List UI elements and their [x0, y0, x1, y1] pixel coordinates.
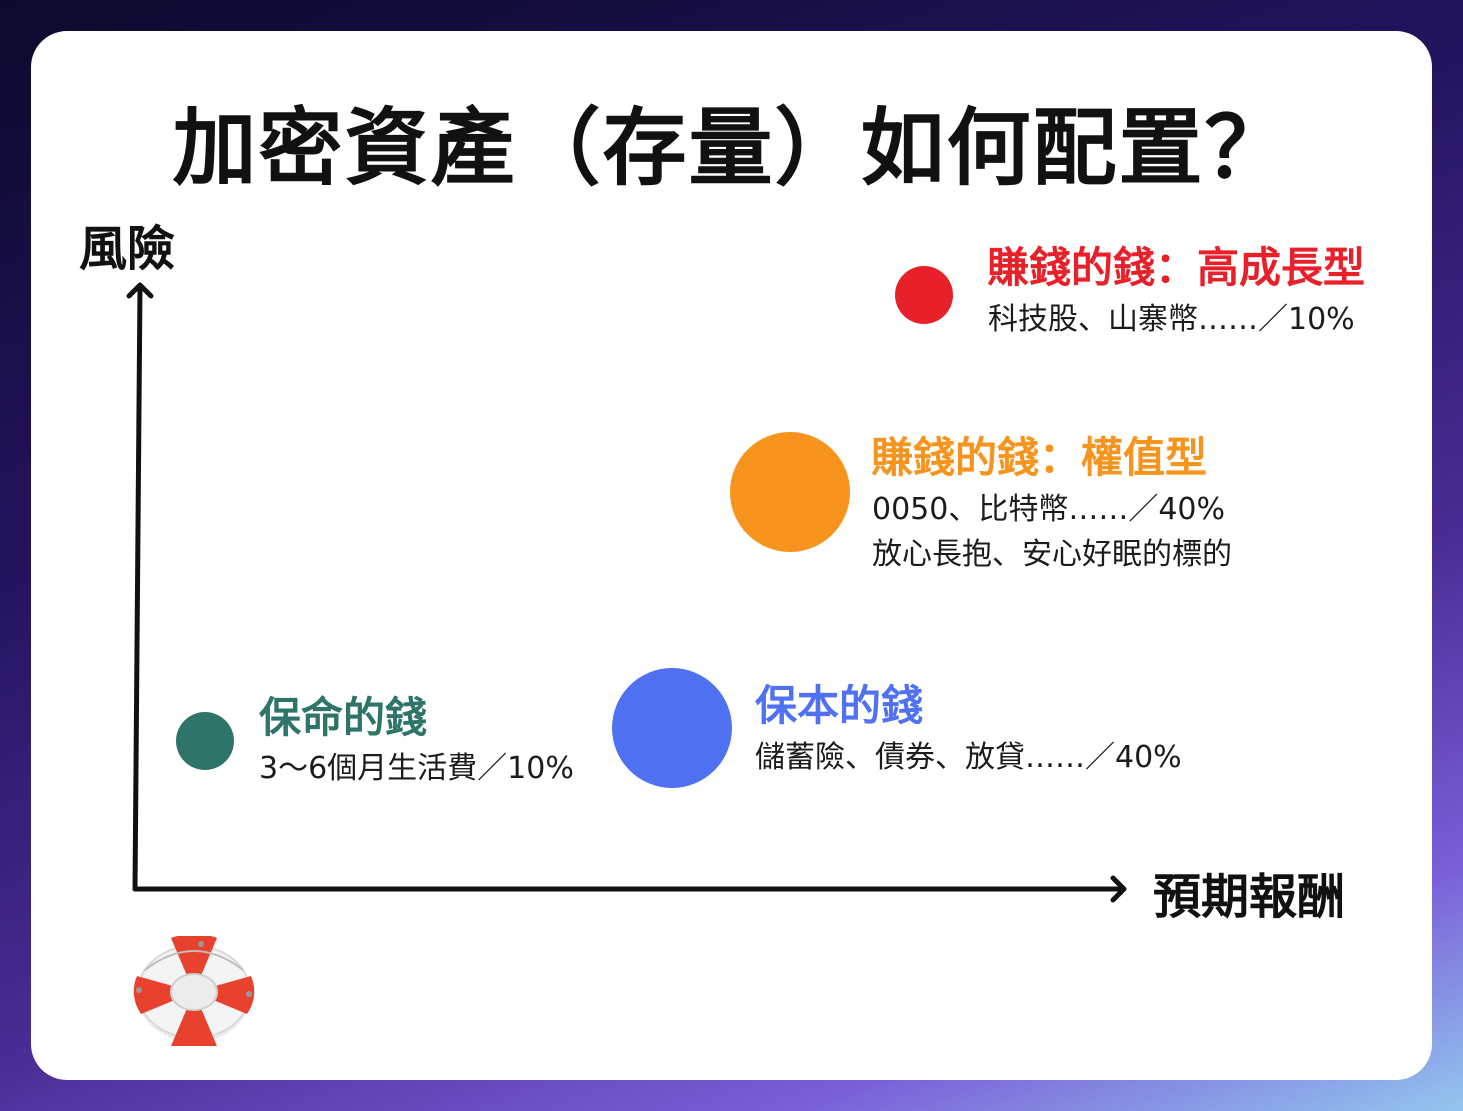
x-axis-arrowhead — [1110, 875, 1127, 903]
y-axis-arrowhead — [126, 282, 154, 299]
blue-chip-dot — [730, 432, 850, 552]
blue-chip-title: 賺錢的錢：權值型 — [871, 433, 1208, 482]
page-title: 加密資產（存量）如何配置？ — [172, 99, 1291, 197]
x-axis-label: 預期報酬 — [1153, 869, 1346, 925]
blue-chip-desc: 0050、比特幣……／40% — [872, 492, 1226, 527]
high-growth-title: 賺錢的錢：高成長型 — [987, 243, 1366, 292]
emergency-title: 保命的錢 — [259, 693, 428, 742]
y-axis-label: 風險 — [79, 221, 176, 277]
high-growth-desc: 科技股、山寨幣……／10% — [988, 302, 1355, 337]
blue-chip-note: 放心長抱、安心好眠的標的 — [872, 537, 1232, 572]
principal-desc: 儲蓄險、債券、放貸……／40% — [755, 740, 1182, 775]
high-growth-dot — [895, 266, 953, 324]
y-axis-line — [132, 284, 143, 892]
lifebuoy-icon — [133, 936, 255, 1046]
emergency-desc: 3～6個月生活費／10% — [259, 751, 574, 786]
emergency-dot — [176, 712, 234, 770]
slide-card: 加密資產（存量）如何配置？ 風險 預期報酬 賺錢的錢：高成長型 科技股、山寨幣…… — [31, 31, 1432, 1080]
axes — [126, 282, 1127, 903]
principal-title: 保本的錢 — [755, 681, 924, 730]
principal-dot — [612, 668, 732, 788]
